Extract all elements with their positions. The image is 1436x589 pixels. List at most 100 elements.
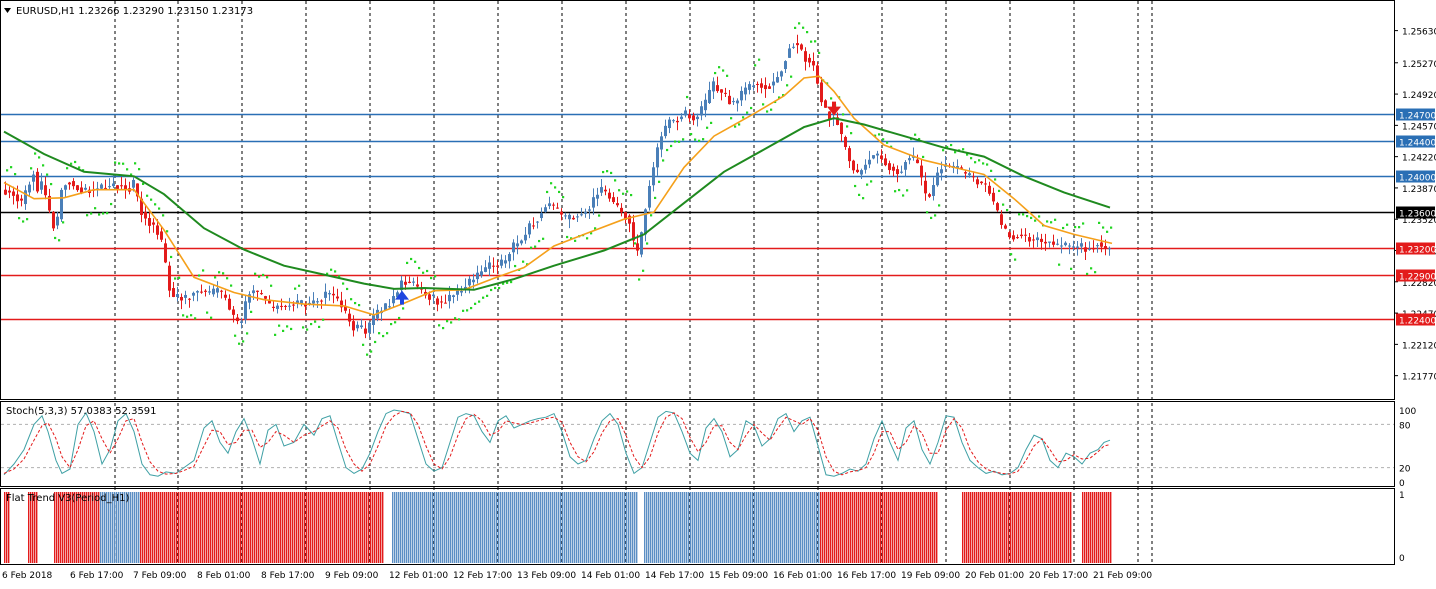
trend-bar — [772, 492, 774, 563]
candle-body — [44, 185, 47, 196]
candle-body — [1096, 245, 1099, 247]
sar-dot — [150, 198, 153, 201]
candle-body — [472, 279, 475, 283]
sar-dot — [350, 298, 353, 301]
trend-bar — [788, 492, 790, 563]
trend-bar — [512, 492, 514, 563]
sar-dot — [122, 162, 125, 165]
trend-bar — [1014, 492, 1016, 563]
trend-bar — [732, 492, 734, 563]
candle-body — [1068, 245, 1071, 247]
candle-body — [444, 302, 447, 304]
candle-body — [420, 288, 423, 290]
flat-trend-panel[interactable] — [0, 488, 1395, 565]
sar-dot — [750, 106, 753, 110]
dropdown-triangle-icon[interactable] — [4, 8, 11, 13]
x-tick-label: 12 Feb 17:00 — [453, 571, 512, 581]
sar-dot — [798, 22, 801, 25]
sar-dot — [342, 282, 345, 285]
sar-dot — [114, 161, 117, 164]
candle-body — [676, 120, 679, 123]
trend-bar — [800, 492, 802, 563]
trend-bar — [136, 492, 138, 563]
trend-bar — [308, 492, 310, 563]
y-tick-label: 1.22820 — [1402, 279, 1436, 289]
trend-bar — [212, 492, 214, 563]
candle-body — [612, 197, 615, 203]
sar-dot — [602, 170, 605, 174]
stochastic-panel[interactable] — [0, 401, 1395, 487]
sar-dot — [710, 121, 713, 125]
trend-bar — [980, 492, 982, 563]
sar-dot — [250, 310, 253, 313]
sar-dot — [754, 64, 757, 67]
candle-body — [1072, 246, 1075, 248]
trend-bar — [196, 492, 198, 563]
trend-bar — [882, 492, 884, 563]
sar-dot — [726, 74, 729, 77]
trend-bar — [1070, 492, 1072, 563]
sar-dot — [38, 156, 41, 159]
sar-dot — [886, 141, 889, 144]
candle-body — [528, 223, 531, 235]
trend-bar — [612, 492, 614, 563]
trend-bar — [566, 492, 568, 563]
trend-bar — [876, 492, 878, 563]
trend-bar — [166, 492, 168, 563]
trend-bar — [74, 492, 76, 563]
sar-dot — [102, 212, 105, 215]
candle-body — [80, 187, 83, 193]
sar-dot — [746, 111, 749, 114]
trend-bar — [148, 492, 150, 563]
sar-dot — [450, 321, 453, 324]
y-tick-label: 1.24570 — [1402, 122, 1436, 132]
trend-bar — [622, 492, 624, 563]
sar-dot — [334, 270, 337, 273]
trend-bar — [500, 492, 502, 563]
price-panel[interactable] — [0, 0, 1395, 400]
trend-bar — [336, 492, 338, 563]
trend-bar — [1062, 492, 1064, 563]
trend-bar — [568, 492, 570, 563]
trend-bar — [448, 492, 450, 563]
candle-body — [108, 186, 111, 188]
trend-bar — [530, 492, 532, 563]
sar-dot — [446, 320, 449, 323]
sar-dot — [546, 190, 549, 194]
signal-arrows — [395, 101, 841, 305]
sar-dot — [562, 196, 565, 199]
sar-dot — [366, 353, 369, 356]
trend-bar — [604, 492, 606, 563]
sar-dot — [802, 26, 805, 29]
sar-dot — [1058, 263, 1061, 266]
sar-dot — [218, 271, 221, 274]
trend-bar — [70, 492, 72, 563]
sar-dot — [858, 193, 861, 197]
trend-bar — [548, 492, 550, 563]
sar-dot — [830, 97, 833, 100]
trend-bar — [778, 492, 780, 563]
sar-dot — [954, 151, 957, 154]
x-tick-label: 16 Feb 01:00 — [773, 571, 832, 581]
candle-body — [784, 61, 787, 70]
candle-body — [852, 160, 855, 171]
trend-bar — [150, 492, 152, 563]
trend-bar — [850, 492, 852, 563]
sar-dot — [1094, 271, 1097, 274]
candle-body — [184, 294, 187, 298]
trend-bar — [536, 492, 538, 563]
x-tick-label: 15 Feb 09:00 — [709, 571, 768, 581]
trend-bar — [794, 492, 796, 563]
sar-dot — [642, 269, 645, 272]
sar-dot — [178, 276, 181, 279]
trend-bar — [134, 492, 136, 563]
candle-body — [288, 305, 291, 307]
candle-body — [1012, 235, 1015, 240]
candle-body — [848, 148, 851, 162]
trend-bar — [302, 492, 304, 563]
sar-dot — [398, 316, 401, 320]
trend-bar — [1094, 492, 1096, 563]
stochastic-d-line — [3, 410, 1111, 476]
candle-body — [408, 281, 411, 283]
